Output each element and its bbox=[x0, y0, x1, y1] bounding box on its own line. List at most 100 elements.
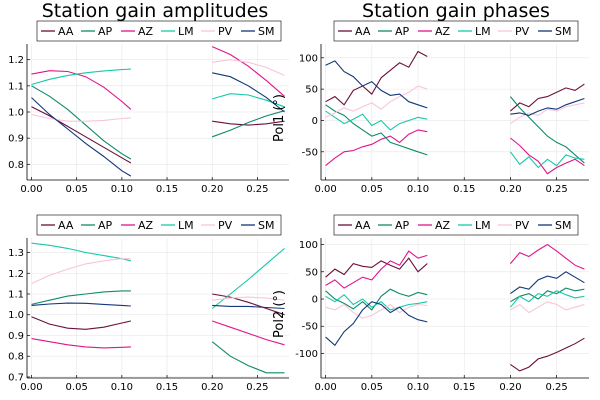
series-line-PV bbox=[325, 303, 428, 319]
x-tick-label: 0.10 bbox=[407, 382, 429, 393]
legend-label-AZ: AZ bbox=[138, 25, 154, 38]
series-line-AP bbox=[31, 85, 132, 160]
y-tick-label: 100 bbox=[299, 240, 318, 251]
y-tick-label: 1.1 bbox=[8, 290, 24, 301]
legend-label-SM: SM bbox=[555, 219, 571, 232]
series-line-PV bbox=[31, 258, 131, 285]
y-tick-label: 1.2 bbox=[8, 269, 24, 280]
series-line-PV bbox=[31, 114, 131, 122]
x-tick-label: 0.20 bbox=[499, 184, 521, 195]
x-tick-label: 0.05 bbox=[66, 382, 88, 393]
legend-label-AZ: AZ bbox=[435, 25, 451, 38]
x-tick-label: 0.10 bbox=[111, 184, 133, 195]
x-tick-label: 0.10 bbox=[111, 382, 133, 393]
legend-label-AP: AP bbox=[395, 219, 410, 232]
y-tick-label: -50 bbox=[302, 322, 318, 333]
legend-label-AP: AP bbox=[98, 219, 113, 232]
x-tick-label: 0.20 bbox=[201, 184, 223, 195]
series-line-LM bbox=[31, 68, 131, 86]
series-line-AP bbox=[510, 287, 585, 303]
legend: AA AP AZ LM PV SM bbox=[36, 214, 282, 236]
y-tick-label: 50 bbox=[305, 85, 318, 96]
series-line-AA bbox=[31, 316, 132, 330]
legend-label-LM: LM bbox=[475, 219, 491, 232]
x-tick-label: 0.00 bbox=[314, 184, 336, 195]
x-tick-label: 0.25 bbox=[246, 382, 268, 393]
x-tick-label: 0.05 bbox=[361, 382, 383, 393]
legend-label-LM: LM bbox=[475, 25, 491, 38]
series-line-LM bbox=[509, 290, 585, 308]
series-line-SM bbox=[31, 302, 131, 307]
y-tick-label: -50 bbox=[302, 147, 318, 158]
legend-label-AA: AA bbox=[58, 219, 74, 232]
y-axis-label: Pol2 (°) bbox=[272, 290, 287, 338]
y-tick-label: 1.0 bbox=[8, 310, 24, 321]
y-tick-label: -100 bbox=[295, 349, 318, 360]
y-tick-label: 0.7 bbox=[8, 372, 24, 383]
series-line-SM bbox=[510, 97, 585, 116]
x-tick-label: 0.00 bbox=[20, 184, 42, 195]
series-line-LM bbox=[31, 242, 132, 262]
series-line-SM bbox=[31, 97, 132, 177]
series-line-AZ bbox=[31, 338, 131, 349]
legend-label-AA: AA bbox=[355, 219, 371, 232]
series-line-PV bbox=[510, 102, 585, 125]
title-phases: Station gain phases bbox=[362, 0, 550, 22]
series-line-AZ bbox=[325, 129, 428, 167]
legend-label-LM: LM bbox=[178, 219, 194, 232]
x-tick-label: 0.25 bbox=[546, 184, 568, 195]
series-line-AZ bbox=[211, 46, 285, 97]
legend: AA AP AZ LM PV SM bbox=[333, 214, 579, 236]
x-tick-label: 0.15 bbox=[156, 184, 178, 195]
y-tick-label: 1.1 bbox=[8, 81, 24, 92]
x-tick-label: 0.00 bbox=[20, 382, 42, 393]
y-axis-label: Pol1 (°) bbox=[272, 94, 287, 142]
series-line-AA bbox=[325, 50, 428, 106]
series-line-AP bbox=[325, 104, 428, 156]
series-line-LM bbox=[325, 293, 428, 311]
title-amplitudes: Station gain amplitudes bbox=[42, 0, 269, 22]
series-line-AA bbox=[212, 120, 285, 126]
series-line-AP bbox=[509, 96, 585, 164]
x-tick-label: 0.10 bbox=[407, 184, 429, 195]
series-line-AA bbox=[510, 337, 585, 372]
legend-label-PV: PV bbox=[515, 219, 530, 232]
x-tick-label: 0.05 bbox=[66, 184, 88, 195]
series-line-AP bbox=[212, 110, 285, 138]
series-line-PV bbox=[212, 59, 285, 76]
series-line-AZ bbox=[212, 320, 285, 346]
series-line-PV bbox=[212, 296, 285, 301]
legend-box bbox=[36, 20, 282, 42]
y-tick-label: 0 bbox=[312, 116, 318, 127]
legend-label-SM: SM bbox=[258, 25, 274, 38]
series-line-SM bbox=[325, 301, 428, 347]
y-tick-label: 0.8 bbox=[8, 160, 24, 171]
series-line-AA bbox=[325, 257, 428, 278]
series-line-AZ bbox=[31, 70, 132, 110]
x-tick-label: 0.15 bbox=[156, 382, 178, 393]
y-tick-label: 1.3 bbox=[8, 248, 24, 259]
series-line-AA bbox=[212, 293, 285, 316]
x-tick-label: 0.15 bbox=[453, 184, 475, 195]
y-tick-label: 0.9 bbox=[8, 134, 24, 145]
legend: AA AP AZ LM PV SM bbox=[333, 20, 579, 42]
legend-label-AZ: AZ bbox=[435, 219, 451, 232]
panel-phase1: 0.00 0.05 0.10 0.15 0.20 0.25 -50 0 50 100 Pol1 (°… bbox=[272, 20, 589, 195]
series-line-AA bbox=[31, 106, 132, 164]
legend-label-AP: AP bbox=[98, 25, 113, 38]
series-line-AZ bbox=[325, 250, 428, 289]
legend-label-AA: AA bbox=[58, 25, 74, 38]
x-tick-label: 0.20 bbox=[499, 382, 521, 393]
legend-label-PV: PV bbox=[515, 25, 530, 38]
panel-amp2: 0.00 0.05 0.10 0.15 0.20 0.25 0.7 0.8 0.9 1.0 1.1 1… bbox=[8, 214, 289, 393]
series-line-AP bbox=[31, 290, 131, 305]
legend-label-SM: SM bbox=[555, 25, 571, 38]
series-line-AZ bbox=[510, 137, 585, 175]
legend-label-PV: PV bbox=[218, 219, 233, 232]
y-tick-label: 0.8 bbox=[8, 352, 24, 363]
y-tick-label: 1.0 bbox=[8, 108, 24, 119]
series-line-SM bbox=[212, 72, 285, 113]
series-line-LM bbox=[509, 151, 585, 169]
series-line-AP bbox=[211, 341, 285, 374]
